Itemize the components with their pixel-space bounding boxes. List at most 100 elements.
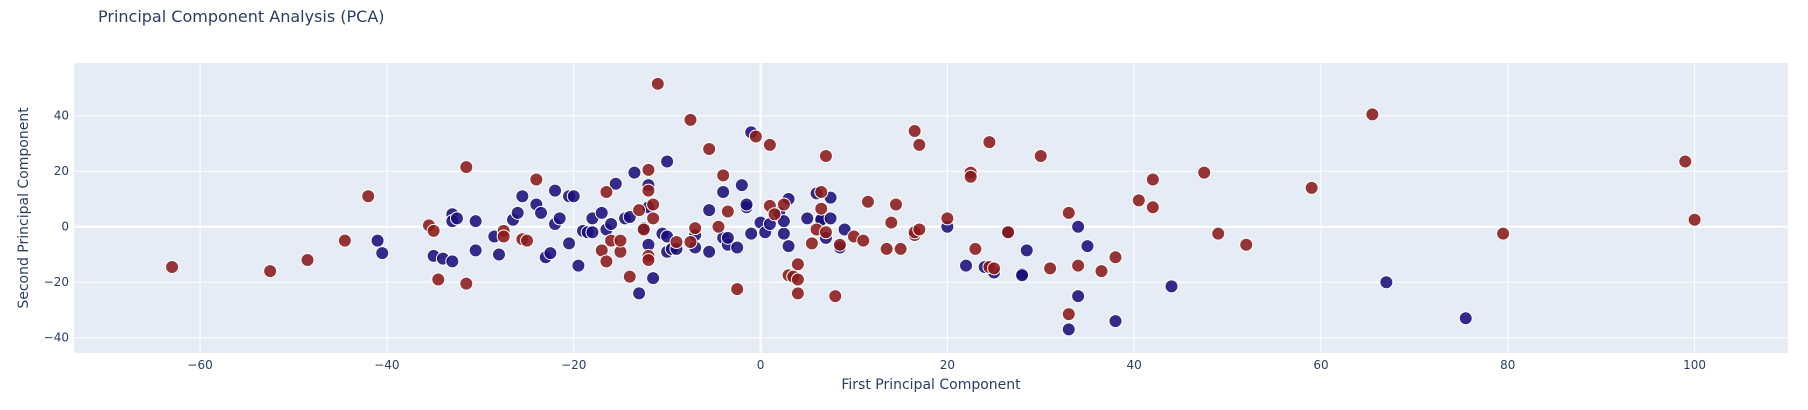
- data-point: [1061, 307, 1076, 322]
- x-tick-label: 60: [1313, 358, 1328, 372]
- data-point: [702, 203, 717, 218]
- data-point: [622, 269, 637, 284]
- data-point: [1145, 200, 1160, 215]
- data-point: [1071, 289, 1086, 304]
- data-point: [613, 233, 628, 248]
- y-tick-label: 0: [61, 220, 69, 234]
- data-point: [688, 221, 703, 236]
- data-point: [884, 215, 899, 230]
- data-point: [529, 172, 544, 187]
- data-point: [1687, 212, 1702, 227]
- data-point: [720, 230, 735, 245]
- data-point: [165, 259, 180, 274]
- data-point: [1071, 219, 1086, 234]
- data-point: [982, 135, 997, 150]
- data-point: [515, 189, 530, 204]
- x-tick-label: 100: [1683, 358, 1706, 372]
- data-point: [828, 289, 843, 304]
- data-point: [534, 205, 549, 220]
- x-tick-label: 80: [1500, 358, 1515, 372]
- data-point: [608, 176, 623, 191]
- chart-title: Principal Component Analysis (PCA): [98, 7, 385, 26]
- data-point: [599, 254, 614, 269]
- data-point: [1239, 237, 1254, 252]
- data-point: [818, 148, 833, 163]
- data-point: [716, 168, 731, 183]
- data-point: [650, 76, 665, 91]
- data-point: [1131, 193, 1146, 208]
- y-axis-title: Second Principal Component: [16, 107, 32, 309]
- data-point: [912, 222, 927, 237]
- data-point: [1458, 311, 1473, 326]
- data-point: [762, 137, 777, 152]
- data-point: [1061, 205, 1076, 220]
- data-point: [1365, 107, 1380, 122]
- data-point: [1080, 239, 1095, 254]
- data-point: [562, 236, 577, 251]
- x-axis-title: First Principal Component: [841, 377, 1021, 393]
- data-point: [449, 211, 464, 226]
- data-point: [818, 225, 833, 240]
- data-point: [1043, 261, 1058, 276]
- data-point: [1164, 279, 1179, 294]
- data-point: [912, 137, 927, 152]
- y-tick-label: −40: [44, 331, 69, 345]
- data-point: [646, 211, 661, 226]
- data-point: [790, 272, 805, 287]
- y-tick-label: 20: [54, 164, 69, 178]
- data-point: [361, 189, 376, 204]
- data-point: [776, 214, 791, 229]
- data-point: [660, 154, 675, 169]
- data-point: [520, 233, 535, 248]
- data-point: [300, 253, 315, 268]
- x-tick-label: 40: [1127, 358, 1142, 372]
- data-point: [632, 203, 647, 218]
- plot-background: [74, 63, 1788, 353]
- data-point: [767, 207, 782, 222]
- data-point: [1145, 172, 1160, 187]
- data-point: [1304, 180, 1319, 195]
- data-point: [940, 211, 955, 226]
- x-tick-label: 20: [940, 358, 955, 372]
- data-point: [646, 271, 661, 286]
- data-point: [800, 211, 815, 226]
- data-point: [1001, 225, 1016, 240]
- data-point: [776, 197, 791, 212]
- x-tick-labels: −60 −40 −20 0 20 40 60 80 100: [187, 358, 1706, 372]
- data-point: [860, 194, 875, 209]
- data-point: [730, 282, 745, 297]
- data-point: [1019, 243, 1034, 258]
- data-point: [636, 222, 651, 237]
- data-point: [711, 219, 726, 234]
- data-point: [375, 246, 390, 261]
- data-point: [646, 197, 661, 212]
- data-point: [907, 123, 922, 138]
- data-point: [337, 233, 352, 248]
- data-point: [1678, 154, 1693, 169]
- data-point: [491, 247, 506, 262]
- data-point: [1379, 275, 1394, 290]
- data-point: [968, 241, 983, 256]
- data-point: [445, 254, 460, 269]
- x-tick-label: −60: [187, 358, 212, 372]
- data-point: [594, 205, 609, 220]
- data-point: [599, 185, 614, 200]
- data-point: [1061, 322, 1076, 337]
- data-point: [263, 264, 278, 279]
- data-point: [963, 169, 978, 184]
- y-tick-label: −20: [44, 275, 69, 289]
- data-point: [1094, 264, 1109, 279]
- data-point: [641, 253, 656, 268]
- data-point: [744, 226, 759, 241]
- data-point: [370, 233, 385, 248]
- data-point: [1496, 226, 1511, 241]
- data-point: [683, 234, 698, 249]
- data-point: [632, 286, 647, 301]
- data-point: [641, 183, 656, 198]
- y-tick-label: 40: [54, 109, 69, 123]
- y-tick-labels: −40 −20 0 20 40: [44, 109, 69, 345]
- data-point: [776, 226, 791, 241]
- data-point: [1015, 268, 1030, 283]
- data-point: [496, 229, 511, 244]
